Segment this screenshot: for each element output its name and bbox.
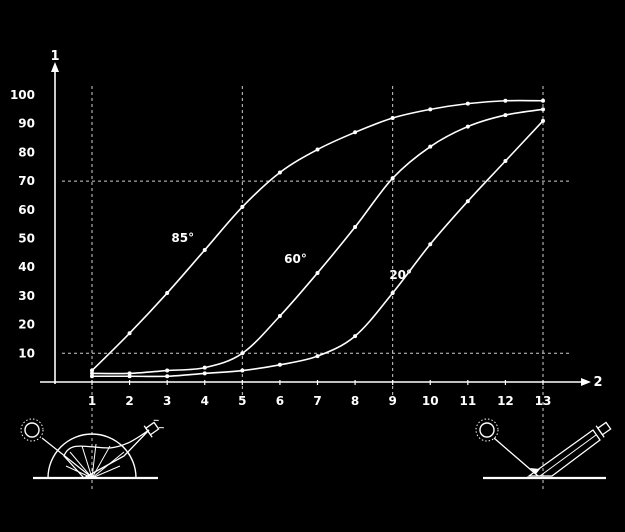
data-point bbox=[390, 115, 395, 120]
data-point bbox=[315, 270, 320, 275]
sun-icon bbox=[24, 422, 40, 438]
y-tick-label: 20 bbox=[18, 318, 35, 332]
series-label: 60° bbox=[284, 252, 307, 266]
reflection-ray bbox=[539, 434, 597, 477]
data-point bbox=[541, 107, 545, 112]
data-point bbox=[353, 130, 358, 135]
data-point bbox=[90, 371, 94, 376]
x-tick-label: 7 bbox=[313, 394, 321, 408]
sun-icon bbox=[479, 422, 495, 438]
x-tick-label: 10 bbox=[422, 394, 439, 408]
data-point bbox=[390, 176, 395, 181]
data-point bbox=[127, 371, 132, 376]
data-point bbox=[503, 113, 508, 118]
series-line bbox=[91, 120, 544, 378]
x-tick-label: 2 bbox=[125, 394, 133, 408]
scatter-ray bbox=[91, 445, 111, 479]
data-point bbox=[202, 365, 207, 370]
data-point bbox=[353, 225, 358, 230]
data-point bbox=[240, 368, 245, 373]
sun-corona bbox=[20, 418, 44, 442]
x-tick-label: 6 bbox=[276, 394, 284, 408]
series-label: 85° bbox=[171, 231, 194, 245]
data-point bbox=[541, 118, 545, 123]
x-tick-label: 4 bbox=[201, 394, 209, 408]
y-axis-arrow bbox=[51, 62, 59, 72]
sun-corona bbox=[475, 418, 499, 442]
data-point bbox=[465, 101, 470, 106]
series-label: 20° bbox=[389, 268, 412, 282]
data-point bbox=[503, 98, 508, 103]
y-tick-label: 80 bbox=[18, 145, 35, 159]
incident-ray bbox=[493, 437, 539, 477]
reference-gridlines bbox=[62, 86, 572, 490]
x-tick-label: 3 bbox=[163, 394, 171, 408]
incident-ray bbox=[41, 437, 91, 477]
x-tick-label: 8 bbox=[351, 394, 359, 408]
specular-reflection-illustration bbox=[475, 418, 612, 480]
y-tick-label: 40 bbox=[18, 260, 35, 274]
data-point bbox=[315, 354, 320, 359]
data-point bbox=[240, 351, 245, 356]
scattering-lobe bbox=[63, 429, 150, 479]
data-point bbox=[240, 204, 245, 209]
data-point bbox=[90, 368, 94, 373]
data-point bbox=[353, 334, 358, 339]
data-point bbox=[277, 313, 282, 318]
data-point bbox=[127, 374, 132, 379]
x-tick-label: 5 bbox=[238, 394, 246, 408]
series-line bbox=[91, 99, 544, 372]
data-point bbox=[127, 331, 132, 336]
data-point bbox=[465, 199, 470, 204]
x-tick-label: 12 bbox=[497, 394, 514, 408]
data-series: 85° 60° 20° bbox=[90, 98, 545, 379]
y-tick-label: 100 bbox=[10, 88, 35, 102]
scatter-ray bbox=[91, 443, 97, 479]
y-tick-label: 70 bbox=[18, 174, 35, 188]
data-point bbox=[428, 107, 433, 112]
y-axis-label: 1 bbox=[50, 49, 59, 64]
data-point bbox=[541, 98, 545, 103]
y-tick-label: 50 bbox=[18, 232, 35, 246]
sensor-icon bbox=[595, 421, 612, 438]
y-tick-label: 30 bbox=[18, 289, 35, 303]
data-point bbox=[428, 144, 433, 149]
reflection-lobe bbox=[526, 429, 601, 477]
y-tick-label: 90 bbox=[18, 117, 35, 131]
y-tick-label: 60 bbox=[18, 203, 35, 217]
data-point bbox=[165, 374, 170, 379]
data-point bbox=[503, 159, 508, 164]
data-point bbox=[277, 362, 282, 367]
data-point bbox=[90, 374, 94, 379]
data-point bbox=[202, 371, 207, 376]
x-tick-label: 13 bbox=[535, 394, 552, 408]
scatter-ray bbox=[69, 451, 93, 479]
x-tick-label: 11 bbox=[459, 394, 476, 408]
data-point bbox=[202, 247, 207, 252]
x-tick-label: 9 bbox=[388, 394, 396, 408]
scatter-ray bbox=[81, 445, 93, 479]
scattering-dome bbox=[47, 433, 137, 479]
data-point bbox=[465, 124, 470, 129]
sensor-icon bbox=[143, 419, 164, 438]
data-point bbox=[165, 368, 170, 373]
x-axis-arrow bbox=[581, 378, 591, 386]
data-point bbox=[428, 242, 433, 247]
scatter-ray bbox=[91, 465, 121, 479]
diffuse-scattering-illustration bbox=[20, 418, 164, 480]
data-point bbox=[315, 147, 320, 152]
y-tick-label: 10 bbox=[18, 346, 35, 360]
scatter-ray bbox=[91, 451, 125, 479]
data-point bbox=[277, 170, 282, 175]
data-point bbox=[390, 291, 395, 296]
data-point bbox=[165, 291, 170, 296]
scatter-ray bbox=[65, 465, 93, 479]
x-axis-label: 2 bbox=[593, 375, 602, 390]
x-tick-label: 1 bbox=[88, 394, 96, 408]
